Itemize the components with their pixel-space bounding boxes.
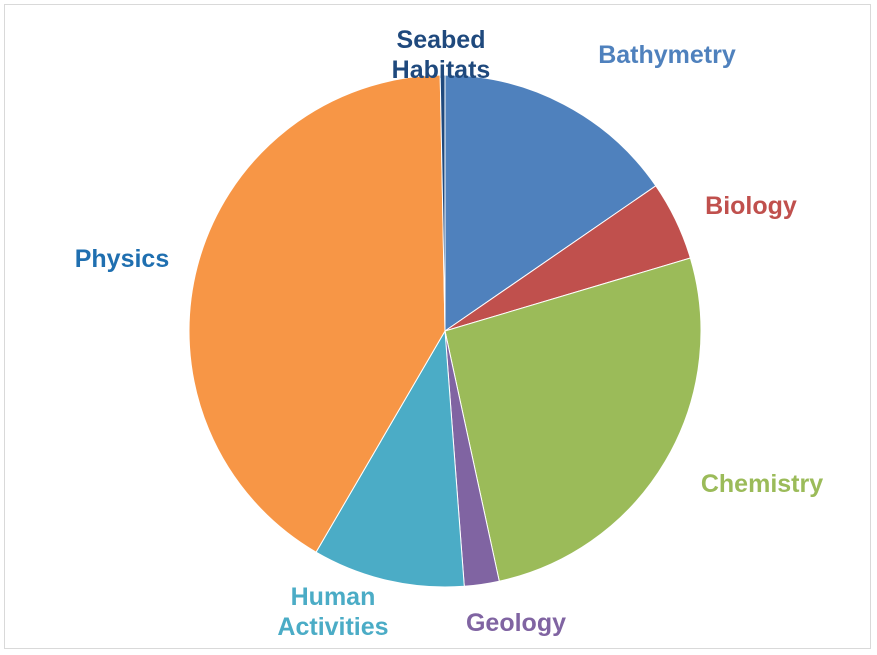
pie-slice	[444, 74, 657, 332]
slice-label: Seabed Habitats	[391, 26, 491, 84]
chart-frame	[4, 4, 871, 649]
slice-label: Chemistry	[700, 470, 824, 498]
pie-slice	[444, 257, 702, 582]
pie-slice	[439, 74, 446, 332]
pie-slice	[315, 329, 465, 588]
pie-slice	[188, 74, 446, 553]
slice-label: Biology	[705, 192, 797, 220]
slice-label: Geology	[465, 609, 566, 637]
slice-label: Human Activities	[277, 583, 389, 641]
slice-label: Physics	[74, 245, 170, 273]
slice-label: Bathymetry	[598, 41, 736, 69]
